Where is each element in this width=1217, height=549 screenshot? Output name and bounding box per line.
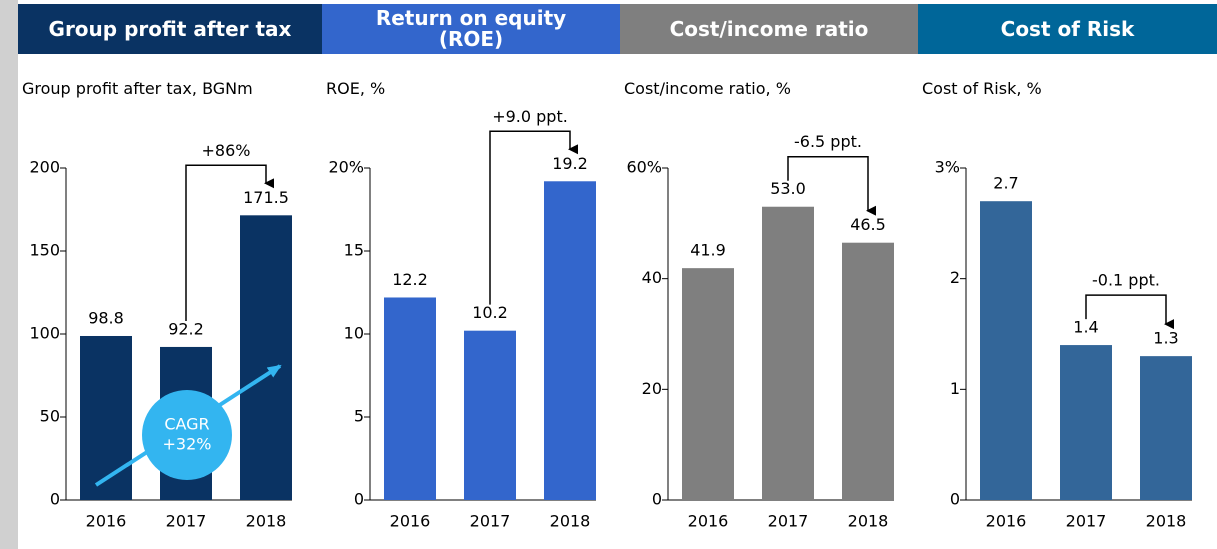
bar <box>80 335 132 500</box>
x-tick-label: 2017 <box>768 512 809 531</box>
value-label: 53.0 <box>770 179 806 198</box>
x-tick-label: 2016 <box>688 512 729 531</box>
panel-header: Cost of Risk <box>918 4 1217 54</box>
x-tick-label: 2018 <box>246 512 287 531</box>
frame <box>0 0 18 549</box>
value-label: 1.4 <box>1073 318 1098 337</box>
bar <box>682 268 734 500</box>
y-tick-label: 150 <box>29 241 60 260</box>
value-label: 171.5 <box>243 188 289 207</box>
y-tick-label: 0 <box>950 490 960 509</box>
value-label: 46.5 <box>850 215 886 234</box>
y-tick-label: 200 <box>29 158 60 177</box>
annotation-bracket <box>787 155 876 216</box>
bar <box>1060 345 1112 500</box>
annotation-label: +9.0 ppt. <box>492 107 568 126</box>
x-tick-label: 2016 <box>86 512 127 531</box>
annotation-label: -6.5 ppt. <box>794 132 862 151</box>
value-label: 2.7 <box>993 174 1018 193</box>
y-tick-label: 50 <box>40 407 60 426</box>
x-tick-label: 2017 <box>166 512 207 531</box>
bar <box>842 242 894 500</box>
y-tick-label: 40 <box>642 268 662 287</box>
cagr-badge <box>142 390 232 480</box>
y-tick-label: 2 <box>950 268 960 287</box>
y-tick-label: 3% <box>935 158 960 177</box>
bar <box>980 201 1032 500</box>
x-tick-label: 2017 <box>470 512 511 531</box>
value-label: 19.2 <box>552 154 588 173</box>
value-label: 98.8 <box>88 308 124 327</box>
annotation-bracket <box>489 130 578 305</box>
x-tick-label: 2018 <box>848 512 889 531</box>
value-label: 10.2 <box>472 303 508 322</box>
panel-header: Cost/income ratio <box>620 4 918 54</box>
y-tick-label: 15 <box>344 241 364 260</box>
bar <box>384 297 436 500</box>
cagr-label: CAGR <box>164 415 209 434</box>
y-tick-label: 20 <box>642 379 662 398</box>
annotation-bracket <box>1085 294 1174 330</box>
y-tick-label: 1 <box>950 379 960 398</box>
bar <box>240 215 292 500</box>
x-tick-label: 2016 <box>390 512 431 531</box>
bar <box>464 330 516 500</box>
x-tick-label: 2018 <box>550 512 591 531</box>
bar <box>762 206 814 500</box>
x-tick-label: 2016 <box>986 512 1027 531</box>
bar <box>544 181 596 500</box>
x-tick-label: 2018 <box>1146 512 1187 531</box>
panel-subtitle: Cost/income ratio, % <box>624 79 791 98</box>
panel-header: Group profit after tax <box>18 4 322 54</box>
y-tick-label: 60% <box>626 158 662 177</box>
bar <box>1140 356 1192 500</box>
y-tick-label: 10 <box>344 324 364 343</box>
annotation-label: +86% <box>202 141 251 160</box>
annotation-label: -0.1 ppt. <box>1092 271 1160 290</box>
value-label: 12.2 <box>392 270 428 289</box>
panel-subtitle: ROE, % <box>326 79 386 98</box>
value-label: 41.9 <box>690 241 726 260</box>
y-tick-label: 0 <box>652 490 662 509</box>
panel-header: Return on equity (ROE) <box>322 4 620 54</box>
y-tick-label: 0 <box>354 490 364 509</box>
x-tick-label: 2017 <box>1066 512 1107 531</box>
cagr-label: +32% <box>163 435 212 454</box>
panel-subtitle: Cost of Risk, % <box>922 79 1042 98</box>
panel-subtitle: Group profit after tax, BGNm <box>22 79 253 98</box>
y-tick-label: 0 <box>50 490 60 509</box>
value-label: 92.2 <box>168 319 204 338</box>
y-tick-label: 20% <box>328 158 364 177</box>
y-tick-label: 100 <box>29 324 60 343</box>
y-tick-label: 5 <box>354 407 364 426</box>
value-label: 1.3 <box>1153 329 1178 348</box>
annotation-bracket <box>185 164 274 321</box>
